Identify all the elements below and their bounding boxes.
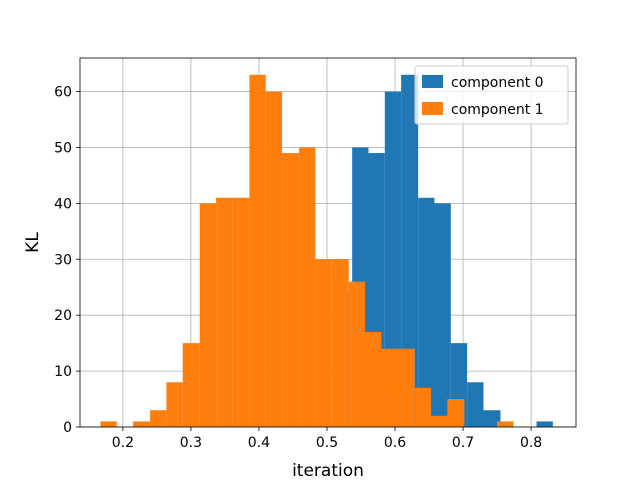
bar-component-1 — [315, 259, 332, 427]
bar-component-1 — [100, 421, 117, 427]
legend-label-component-1: component 1 — [451, 102, 544, 118]
bar-component-0 — [418, 197, 435, 427]
bar-component-1 — [232, 197, 250, 427]
bar-component-1 — [166, 382, 183, 427]
bar-component-1 — [447, 399, 465, 427]
bar-component-1 — [282, 153, 300, 427]
bar-component-0 — [483, 410, 501, 427]
y-tick-label: 30 — [54, 252, 72, 268]
legend-label-component-0: component 0 — [451, 75, 544, 91]
bar-component-1 — [497, 421, 514, 427]
y-tick-label: 60 — [54, 85, 72, 101]
y-tick-label: 0 — [63, 420, 72, 436]
bar-component-0 — [384, 91, 402, 427]
y-tick-label: 10 — [54, 364, 72, 380]
bar-component-1 — [216, 197, 233, 427]
y-tick-label: 20 — [54, 308, 72, 324]
y-axis-label: KL — [23, 232, 43, 253]
bars — [100, 74, 553, 428]
bar-component-1 — [199, 203, 217, 427]
y-tick-label: 40 — [54, 196, 72, 212]
axis-ticks: 0.2 0.3 0.4 0.5 0.6 0.7 0.8 0 10 20 30 40 50 60 — [54, 85, 542, 451]
x-tick-label: 0.5 — [316, 435, 338, 451]
bar-component-0 — [401, 74, 419, 427]
bar-component-1 — [331, 259, 349, 427]
bar-component-0 — [467, 382, 484, 427]
x-tick-label: 0.6 — [384, 435, 406, 451]
legend-swatch-component-0 — [422, 75, 443, 88]
x-axis-label: iteration — [292, 461, 364, 480]
bar-component-1 — [397, 348, 415, 427]
bar-component-1 — [265, 91, 283, 427]
legend-swatch-component-1 — [422, 102, 443, 115]
bar-component-1 — [365, 331, 382, 427]
legend-box — [414, 65, 569, 125]
x-tick-label: 0.2 — [112, 435, 134, 451]
x-tick-label: 0.3 — [180, 435, 202, 451]
bar-component-1 — [381, 348, 398, 427]
bar-component-1 — [348, 281, 366, 427]
x-tick-label: 0.8 — [520, 435, 542, 451]
x-tick-label: 0.7 — [452, 435, 474, 451]
bar-component-1 — [431, 415, 448, 427]
legend: component 0 component 1 — [414, 65, 569, 125]
bar-component-1 — [414, 387, 432, 427]
plot-frame — [79, 57, 577, 428]
bar-component-0 — [536, 421, 553, 427]
x-tick-label: 0.4 — [248, 435, 270, 451]
bar-component-1 — [299, 147, 316, 428]
bar-component-1 — [249, 74, 266, 427]
bar-component-0 — [434, 203, 451, 427]
bar-component-1 — [150, 410, 167, 427]
bar-component-1 — [182, 343, 200, 427]
bar-component-1 — [133, 421, 151, 427]
y-tick-label: 50 — [54, 140, 72, 156]
